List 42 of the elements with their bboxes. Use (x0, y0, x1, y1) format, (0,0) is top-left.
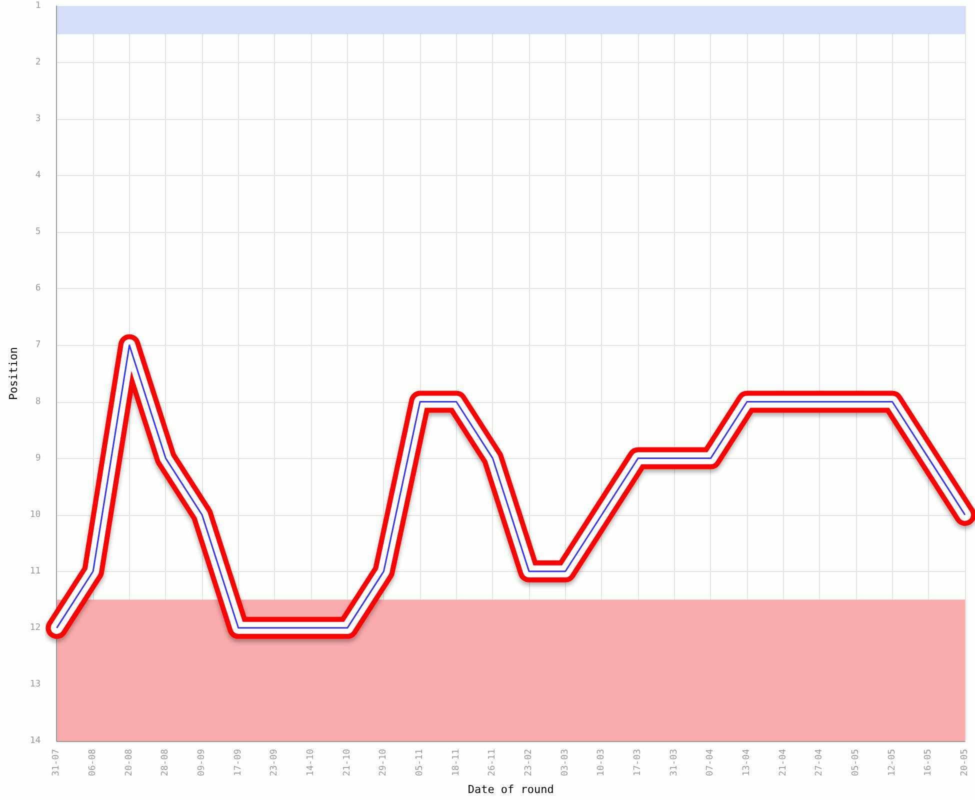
x-tick-label: 21-04 (778, 749, 788, 776)
x-tick-label: 06-08 (88, 749, 98, 776)
x-tick-label: 21-10 (342, 749, 352, 776)
x-tick-label: 26-11 (488, 749, 498, 776)
x-axis-title: Date of round (468, 783, 554, 796)
y-tick-label: 7 (35, 340, 41, 350)
y-tick-label: 3 (35, 114, 41, 124)
x-tick-label: 23-09 (270, 749, 280, 776)
x-tick-label: 20-05 (960, 749, 970, 776)
y-tick-label: 14 (30, 736, 41, 746)
x-tick-label: 14-10 (306, 749, 316, 776)
x-tick-label: 03-03 (560, 749, 570, 776)
x-tick-label: 23-02 (524, 749, 534, 776)
y-axis-title: Position (7, 347, 20, 400)
x-tick-label: 13-04 (742, 749, 752, 776)
x-tick-label: 16-05 (924, 749, 934, 776)
x-tick-label: 12-05 (887, 749, 898, 776)
x-tick-label: 17-09 (233, 749, 244, 776)
x-tick-label: 31-07 (52, 749, 62, 776)
x-tick-label: 20-08 (124, 749, 134, 776)
y-tick-label: 5 (35, 227, 41, 238)
y-tick-label: 4 (35, 170, 41, 181)
x-tick-label: 18-11 (451, 749, 462, 776)
x-tick-label: 10-03 (596, 749, 607, 776)
y-tick-label: 1 (35, 1, 41, 11)
x-tick-label: 17-03 (633, 749, 644, 776)
y-tick-label: 12 (30, 622, 41, 633)
y-tick-label: 10 (30, 510, 41, 520)
y-tick-label: 8 (35, 396, 41, 407)
x-tick-label: 05-05 (851, 749, 862, 776)
y-tick-label: 9 (35, 453, 41, 464)
x-tick-label: 29-10 (378, 749, 389, 776)
x-tick-label: 05-11 (415, 749, 426, 776)
y-tick-label: 2 (35, 58, 41, 68)
x-tick-label: 28-08 (160, 749, 171, 776)
y-tick-label: 6 (35, 284, 41, 294)
x-tick-label: 31-03 (669, 749, 680, 776)
x-tick-label: 27-04 (814, 749, 825, 776)
y-tick-label: 13 (30, 679, 41, 690)
x-tick-label: 07-04 (706, 749, 716, 776)
x-tick-label: 09-09 (197, 749, 208, 776)
y-tick-label: 11 (30, 566, 41, 576)
